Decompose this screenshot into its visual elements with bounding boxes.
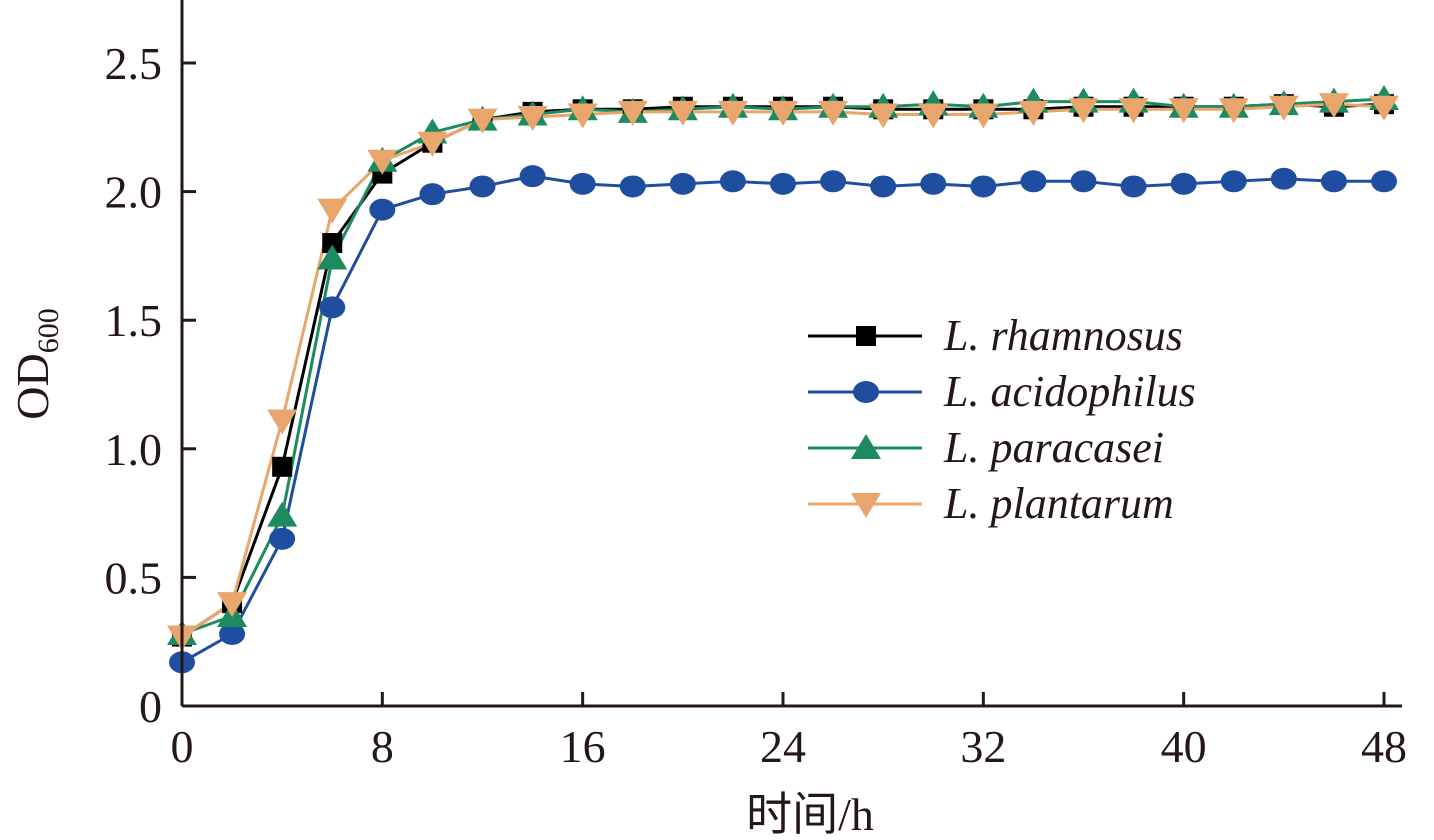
data-point-l-acidophilus	[269, 527, 296, 550]
x-tick-label: 0	[171, 721, 194, 772]
x-tick-label: 32	[960, 721, 1006, 772]
data-point-l-rhamnosus	[272, 456, 293, 477]
data-point-l-acidophilus	[619, 175, 646, 198]
x-tick-label: 8	[371, 721, 394, 772]
data-point-l-plantarum	[617, 100, 648, 126]
y-tick-label: 2.5	[105, 38, 163, 89]
x-axis-label: 时间/h	[746, 789, 874, 840]
data-point-l-plantarum	[217, 592, 248, 618]
legend-label-l-rhamnosus: L. rhamnosus	[943, 311, 1183, 360]
data-point-l-acidophilus	[970, 175, 997, 198]
data-point-l-acidophilus	[419, 183, 446, 206]
data-point-l-plantarum	[1118, 98, 1149, 124]
data-point-l-acidophilus	[219, 622, 246, 645]
data-point-l-plantarum	[517, 106, 548, 132]
data-point-l-plantarum	[1018, 100, 1049, 126]
legend-marker-l-paracasei	[851, 434, 881, 459]
data-point-l-plantarum	[1068, 98, 1099, 124]
series-markers	[167, 85, 1399, 674]
data-point-l-paracasei	[317, 244, 348, 270]
data-point-l-plantarum	[1168, 98, 1199, 124]
y-axis-label: OD600	[7, 308, 65, 419]
data-point-l-acidophilus	[519, 165, 546, 188]
data-point-l-acidophilus	[719, 170, 746, 193]
data-point-l-acidophilus	[469, 175, 496, 198]
legend-marker-l-rhamnosus	[856, 326, 876, 346]
data-point-l-acidophilus	[1320, 170, 1347, 193]
data-point-l-acidophilus	[369, 198, 396, 221]
y-axis-ticks: 0 0.5 1.0 1.5 2.0 2.5	[105, 38, 196, 732]
data-point-l-acidophilus	[319, 296, 346, 319]
x-tick-label: 16	[560, 721, 606, 772]
data-point-l-acidophilus	[1170, 172, 1197, 195]
x-tick-label: 40	[1161, 721, 1207, 772]
data-point-l-plantarum	[317, 198, 348, 224]
data-point-l-acidophilus	[669, 172, 696, 195]
data-point-l-plantarum	[818, 100, 849, 126]
legend-marker-l-acidophilus	[853, 381, 879, 403]
data-point-l-acidophilus	[1120, 175, 1147, 198]
data-point-l-plantarum	[417, 131, 448, 157]
data-point-l-plantarum	[1369, 95, 1399, 121]
data-point-l-plantarum	[768, 100, 798, 126]
y-tick-label: 1.5	[105, 295, 163, 346]
x-tick-label: 48	[1361, 721, 1407, 772]
data-point-l-plantarum	[968, 103, 999, 129]
data-point-l-rhamnosus	[322, 233, 343, 254]
data-point-l-plantarum	[1218, 98, 1249, 124]
legend: L. rhamnosus L. acidophilus L. paracasei L.…	[808, 311, 1196, 528]
data-point-l-acidophilus	[1070, 170, 1097, 193]
data-point-l-plantarum	[868, 103, 899, 129]
x-tick-label: 24	[760, 721, 806, 772]
data-point-l-plantarum	[367, 149, 398, 175]
y-tick-label: 0.5	[105, 552, 163, 603]
svg-text:OD600: OD600	[7, 308, 65, 419]
legend-label-l-paracasei: L. paracasei	[943, 423, 1164, 472]
data-point-l-plantarum	[667, 100, 698, 126]
data-point-l-acidophilus	[569, 172, 596, 195]
y-axis-label-main: OD	[7, 353, 58, 419]
data-point-l-plantarum	[1318, 93, 1349, 119]
data-point-l-plantarum	[267, 409, 298, 435]
y-axis-label-subscript: 600	[32, 308, 65, 353]
data-point-l-acidophilus	[820, 170, 847, 193]
data-point-l-acidophilus	[770, 172, 796, 195]
data-point-l-acidophilus	[920, 172, 947, 195]
data-point-l-plantarum	[717, 100, 748, 126]
data-point-l-acidophilus	[1371, 170, 1397, 193]
x-axis-ticks: 0 8 16 24 32 40 48	[171, 692, 1407, 772]
y-tick-label: 2.0	[105, 167, 163, 218]
legend-label-l-plantarum: L. plantarum	[943, 479, 1174, 528]
data-point-l-plantarum	[567, 103, 598, 129]
data-point-l-paracasei	[267, 501, 298, 527]
legend-marker-l-plantarum	[851, 493, 881, 518]
data-point-l-plantarum	[467, 108, 498, 134]
y-tick-label: 0	[139, 681, 162, 732]
data-point-l-plantarum	[918, 103, 949, 129]
data-point-l-acidophilus	[1020, 170, 1047, 193]
data-point-l-plantarum	[1268, 95, 1299, 121]
y-tick-label: 1.0	[105, 424, 163, 475]
legend-label-l-acidophilus: L. acidophilus	[943, 367, 1196, 416]
data-point-l-acidophilus	[870, 175, 897, 198]
series-line-l-acidophilus	[181, 174, 1384, 664]
data-point-l-acidophilus	[1220, 170, 1247, 193]
data-point-l-acidophilus	[1270, 167, 1297, 190]
